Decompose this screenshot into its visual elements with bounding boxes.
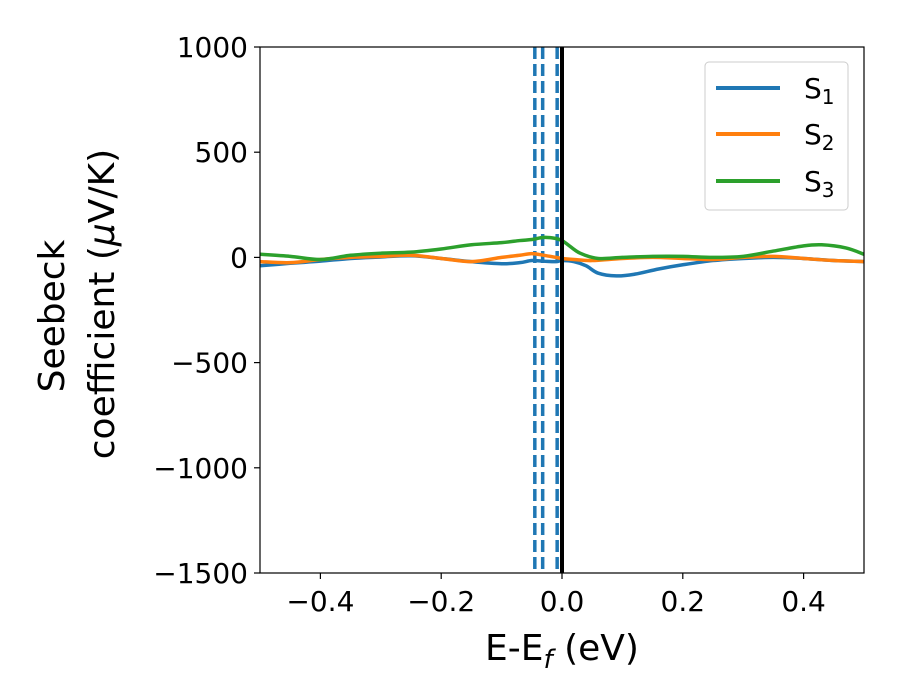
legend-label-s3: S3 [804,165,835,202]
x-tick-label: 0.0 [540,585,585,618]
x-tick-label: 0.4 [781,585,826,618]
axis-ticks: −0.4 −0.2 0.0 0.2 0.4 −1500 −1000 −500 0 500 1000 [153,31,826,618]
y-axis-title-line2: coefficient (μV/K) [82,149,123,459]
y-axis-title-mu: μ [82,223,123,247]
y-axis-title-pre: coefficient ( [82,246,123,459]
y-tick-label: 500 [195,136,248,169]
legend-label-s2: S2 [804,118,835,155]
y-tick-label: 0 [230,241,248,274]
y-tick-label: −1500 [153,557,248,590]
legend-label-s1: S1 [804,72,835,109]
x-tick-label: −0.2 [407,585,475,618]
x-axis-title-unit: (eV) [553,628,639,669]
x-axis-title-main: E-E [485,628,543,669]
y-tick-label: −500 [171,347,248,380]
y-tick-label: −1000 [153,452,248,485]
y-tick-label: 1000 [177,31,248,64]
x-tick-label: 0.2 [661,585,706,618]
x-tick-label: −0.4 [286,585,354,618]
y-axis-title-line1: Seebeck [32,239,73,392]
y-axis-title-post: V/K) [82,149,123,223]
legend: S1 S2 S3 [704,61,849,211]
plot-area [260,47,864,573]
x-axis-title: E-Ef (eV) [485,628,639,675]
